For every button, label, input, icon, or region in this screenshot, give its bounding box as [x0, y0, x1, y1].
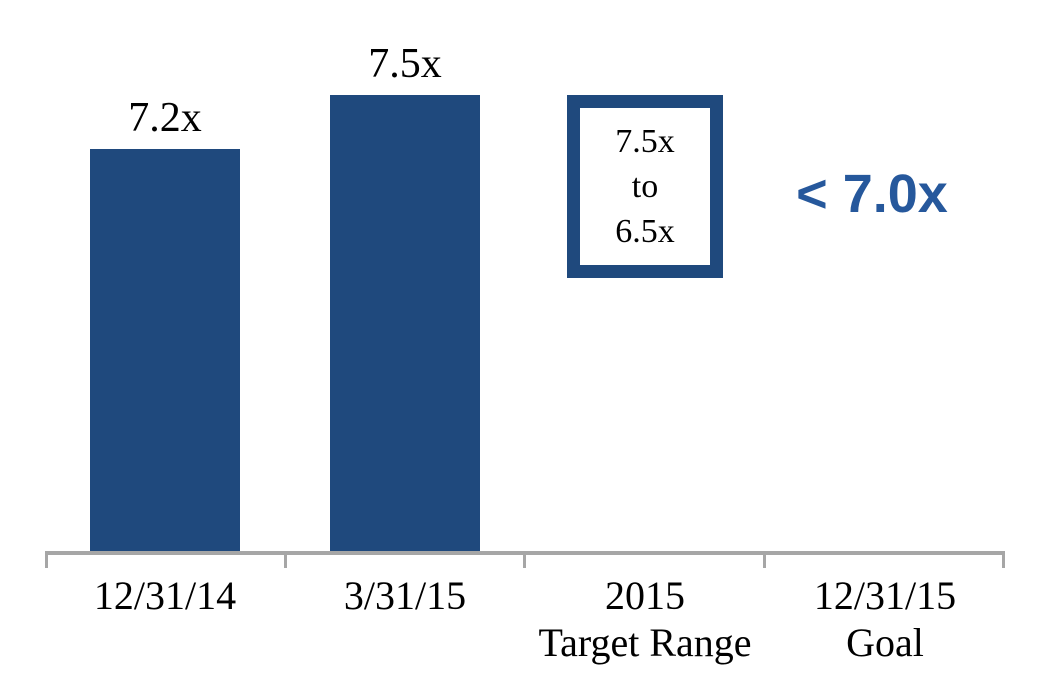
bar-value-label: 7.2x [128, 95, 202, 141]
x-axis-tick [1002, 551, 1005, 568]
x-axis-label-goal: 12/31/15 Goal [813, 573, 957, 665]
target-range-box: 7.5x to 6.5x [567, 95, 723, 278]
x-axis-tick [523, 551, 526, 568]
bar-3-31-15 [330, 95, 480, 551]
x-axis-label-3-31-15: 3/31/15 [343, 573, 467, 618]
category-slot-target-range: 7.5x to 6.5x [525, 0, 765, 551]
x-axis-tick [763, 551, 766, 568]
x-axis-label-12-31-14: 12/31/14 [93, 573, 237, 618]
x-axis-label-target-range: 2015 Target Range [538, 573, 752, 665]
x-axis-tick [45, 551, 48, 568]
goal-text: < 7.0x [796, 164, 948, 224]
bar-value-label: 7.5x [368, 41, 442, 87]
category-slot-3-31-15: 7.5x [285, 0, 525, 551]
category-slot-12-31-14: 7.2x [45, 0, 285, 551]
bar-12-31-14 [90, 149, 240, 551]
x-axis-tick [284, 551, 287, 568]
target-range-text: 7.5x to 6.5x [615, 123, 675, 250]
